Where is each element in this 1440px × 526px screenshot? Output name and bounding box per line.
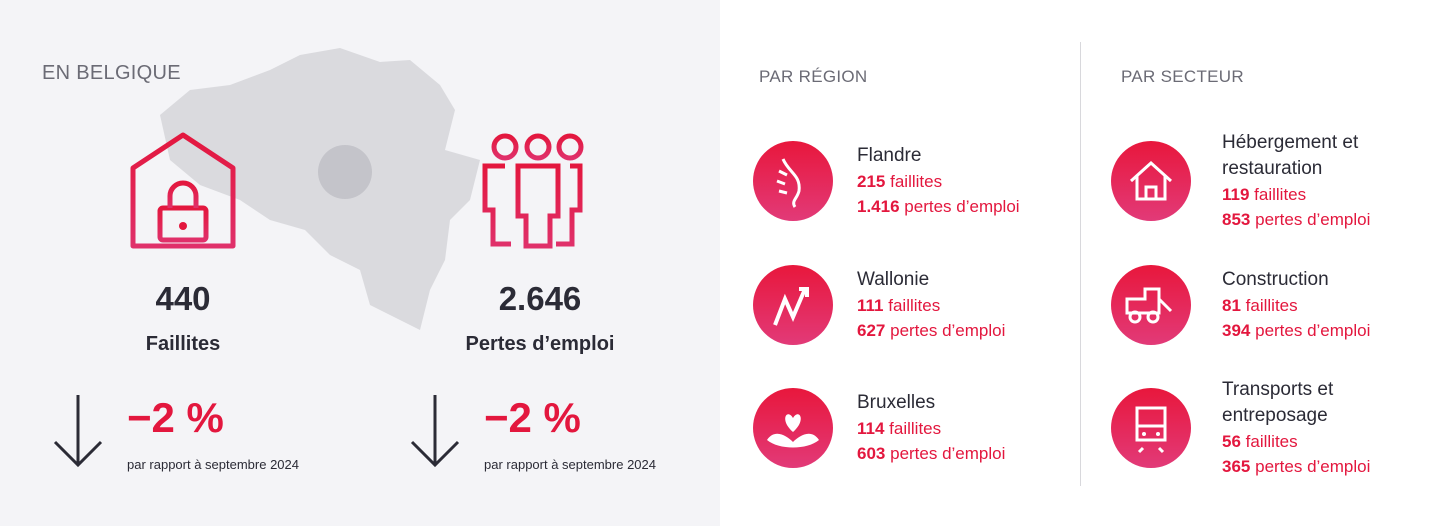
job-losses-count: 853 — [1222, 210, 1251, 229]
job-losses-count: 394 — [1222, 321, 1251, 340]
bankruptcies-label: faillites — [890, 172, 943, 191]
job-losses: 627 pertes d’emploi — [857, 318, 1057, 343]
change: −2 % — [484, 394, 581, 441]
stat-value: 440 — [155, 280, 211, 317]
job-losses-label: pertes d’emploi — [904, 197, 1020, 216]
belgium-panel: EN BELGIQUE 440 Faillites −2 % par rapport … — [0, 0, 720, 526]
decor — [53, 48, 584, 468]
bankruptcies-count: 81 — [1222, 296, 1241, 315]
item-text: Transports et entreposage 56 faillites 365… — [1222, 363, 1382, 493]
bankruptcies-count: 119 — [1222, 185, 1250, 204]
bankruptcies-label: faillites — [889, 419, 942, 438]
item-name: Hébergement et restauration — [1222, 132, 1359, 179]
bankruptcies-label: faillites — [888, 296, 941, 315]
job-losses-count: 627 — [857, 321, 886, 340]
job-losses-label: pertes d’emploi — [1255, 457, 1371, 476]
bankruptcies: 111 faillites — [857, 293, 1057, 318]
job-losses: 603 pertes d’emploi — [857, 441, 1057, 466]
bankruptcies-label: faillites — [1245, 432, 1298, 451]
item-name: Construction — [1222, 269, 1329, 290]
job-losses: 853 pertes d’emploi — [1222, 207, 1382, 232]
change-note: par rapport à septembre 2024 — [127, 457, 299, 472]
item-text: Hébergement et restauration 119 faillites… — [1222, 116, 1382, 246]
item-name: Wallonie — [857, 269, 930, 290]
job-losses: 394 pertes d’emploi — [1222, 318, 1382, 343]
stat-value: 2.646 — [498, 280, 582, 317]
item-icon — [753, 141, 833, 221]
section-title: PAR RÉGION — [759, 67, 868, 86]
job-losses-label: pertes d’emploi — [890, 321, 1006, 340]
item-name: Bruxelles — [857, 392, 936, 413]
item-text: Wallonie 111 faillites 627 pertes d’emploi — [857, 240, 1057, 370]
stat-label: Faillites — [145, 333, 221, 355]
section-title: PAR SECTEUR — [1121, 67, 1244, 86]
item-text: Bruxelles 114 faillites 603 pertes d’emplo… — [857, 363, 1057, 493]
change: −2 % — [127, 394, 224, 441]
item-name: Flandre — [857, 145, 922, 166]
job-losses-count: 603 — [857, 444, 886, 463]
house-lock-icon — [130, 132, 236, 249]
bankruptcies-count: 56 — [1222, 432, 1241, 451]
item-text: Flandre 215 faillites 1.416 pertes d’emplo… — [857, 116, 1057, 246]
item-icon — [1111, 141, 1191, 221]
job-losses-count: 365 — [1222, 457, 1251, 476]
map-dot — [318, 145, 372, 199]
bankruptcies: 56 faillites — [1222, 429, 1382, 454]
item-icon — [753, 265, 833, 345]
job-losses: 365 pertes d’emploi — [1222, 454, 1382, 479]
bankruptcies-count: 111 — [857, 296, 884, 315]
bankruptcies-count: 215 — [857, 172, 886, 191]
bankruptcies-label: faillites — [1245, 296, 1298, 315]
job-losses-label: pertes d’emploi — [1255, 210, 1371, 229]
divider — [1080, 42, 1081, 486]
bankruptcies: 81 faillites — [1222, 293, 1382, 318]
job-losses-count: 1.416 — [857, 197, 900, 216]
job-losses-label: pertes d’emploi — [890, 444, 1006, 463]
belgium-map — [160, 48, 480, 330]
bankruptcies: 119 faillites — [1222, 182, 1382, 207]
item-icon — [1111, 388, 1191, 468]
item-icon — [753, 388, 833, 468]
job-losses: 1.416 pertes d’emploi — [857, 194, 1057, 219]
panel-title: EN BELGIQUE — [42, 62, 181, 84]
bankruptcies-count: 114 — [857, 419, 885, 438]
bankruptcies-label: faillites — [1254, 185, 1307, 204]
item-icon — [1111, 265, 1191, 345]
change-note: par rapport à septembre 2024 — [484, 457, 656, 472]
item-text: Construction 81 faillites 394 pertes d’emp… — [1222, 240, 1382, 370]
bankruptcies: 215 faillites — [857, 169, 1057, 194]
bankruptcies: 114 faillites — [857, 416, 1057, 441]
job-losses-label: pertes d’emploi — [1255, 321, 1371, 340]
item-name: Transports et entreposage — [1222, 379, 1334, 426]
stat-label: Pertes d’emploi — [465, 333, 615, 355]
down-arrows — [53, 395, 460, 468]
people-icon — [482, 133, 584, 249]
